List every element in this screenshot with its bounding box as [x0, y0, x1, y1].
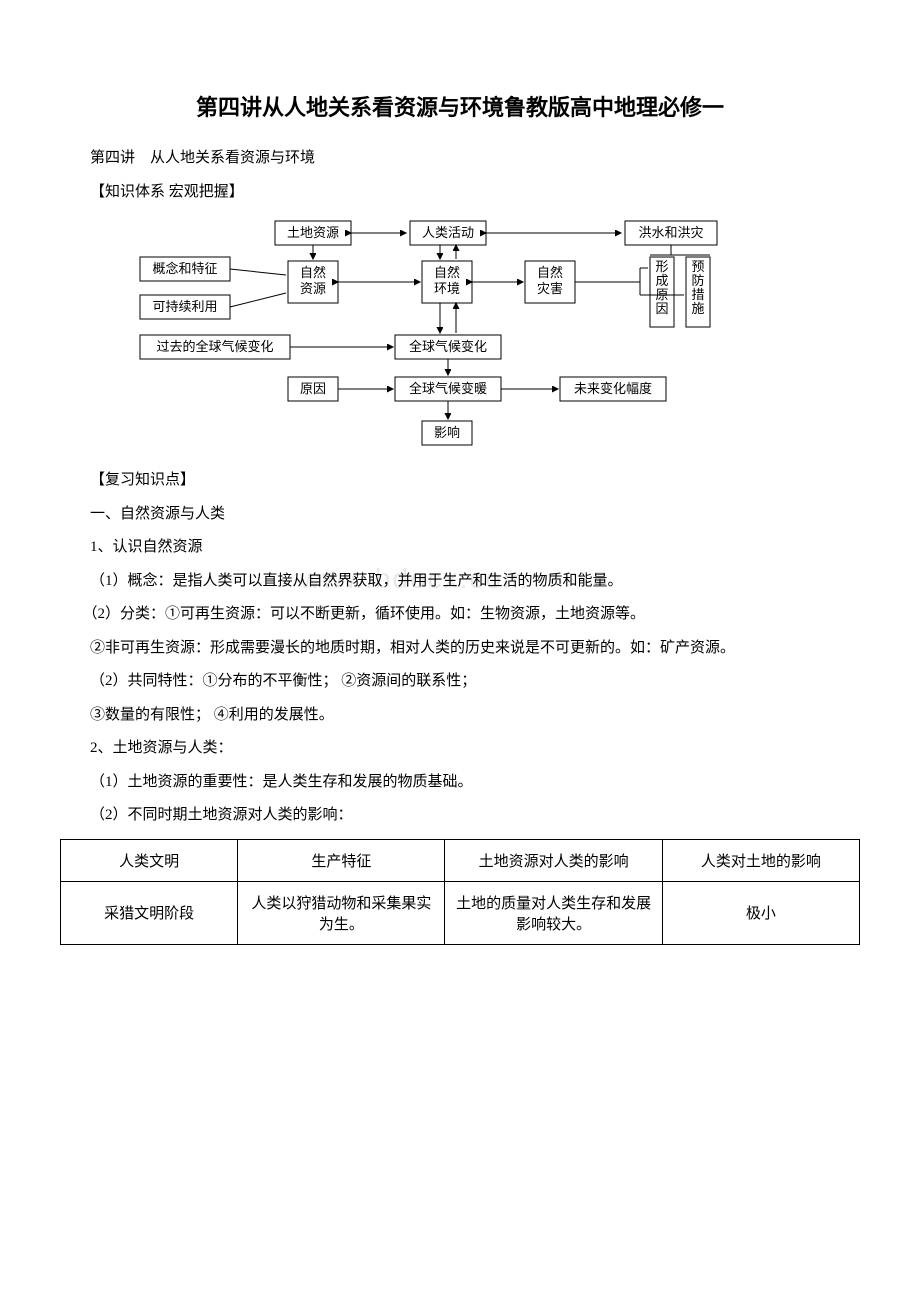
node-climate: 全球气候变化: [409, 339, 487, 354]
node-sustain: 可持续利用: [152, 299, 217, 314]
item-land-periods: （2）不同时期土地资源对人类的影响：: [60, 803, 860, 829]
node-land: 土地资源: [287, 225, 339, 240]
section-knowledge-system: 【知识体系 宏观把握】: [60, 180, 860, 206]
table-header-row: 人类文明 生产特征 土地资源对人类的影响 人类对土地的影响: [61, 839, 860, 881]
item-concept: （1）概念：是指人类可以直接从自然界获取，并用于生产和生活的物质和能量。: [60, 569, 860, 595]
table-header-4: 人类对土地的影响: [662, 839, 859, 881]
node-hazard-2: 灾害: [537, 281, 563, 296]
item-nonrenewable: ②非可再生资源：形成需要漫长的地质时期，相对人类的历史来说是不可更新的。如：矿产…: [60, 636, 860, 662]
table-header-3: 土地资源对人类的影响: [445, 839, 662, 881]
node-warm: 全球气候变暖: [409, 381, 487, 396]
item-classify-renewable: （2）分类：①可再生资源：可以不断更新，循环使用。如：生物资源，土地资源等。: [60, 602, 860, 628]
subtitle: 第四讲 从人地关系看资源与环境: [60, 146, 860, 172]
table-cell-human-effect: 极小: [662, 881, 859, 944]
node-future: 未来变化幅度: [574, 381, 652, 396]
node-hazard-1: 自然: [537, 265, 563, 280]
node-cause-1: 形: [655, 259, 668, 274]
section-review: 【复习知识点】: [60, 468, 860, 494]
node-resource-2: 资源: [300, 281, 326, 296]
node-prevent-2: 防: [691, 273, 704, 288]
node-env-2: 环境: [434, 281, 460, 296]
node-impact: 影响: [434, 425, 460, 440]
item-land: 2、土地资源与人类：: [60, 736, 860, 762]
node-activity: 人类活动: [422, 225, 474, 240]
node-reason: 原因: [300, 381, 326, 396]
item-common-2: ③数量的有限性； ④利用的发展性。: [60, 703, 860, 729]
node-prevent-4: 施: [691, 301, 704, 316]
node-env-1: 自然: [434, 265, 460, 280]
table-cell-production: 人类以狩猎动物和采集果实为生。: [238, 881, 445, 944]
item-land-importance: （1）土地资源的重要性：是人类生存和发展的物质基础。: [60, 770, 860, 796]
node-past: 过去的全球气候变化: [156, 339, 273, 354]
land-impact-table: 人类文明 生产特征 土地资源对人类的影响 人类对土地的影响 采猎文明阶段 人类以…: [60, 839, 860, 945]
table-cell-civilization: 采猎文明阶段: [61, 881, 238, 944]
node-resource-1: 自然: [300, 265, 326, 280]
concept-diagram: 土地资源 人类活动 洪水和洪灾 概念和特征 可持续利用 自然 资源 自然 环境 …: [60, 213, 860, 458]
table-header-1: 人类文明: [61, 839, 238, 881]
node-cause-4: 因: [655, 301, 668, 316]
item-classify-text: （2）分类：①可再生资源：可以不断更新，循环使用。如：生物资源，土地资源等。: [90, 606, 645, 622]
item-recognize: 1、认识自然资源: [60, 535, 860, 561]
node-flood: 洪水和洪灾: [638, 225, 703, 240]
item-common-1: （2）共同特性：①分布的不平衡性； ②资源间的联系性；: [60, 669, 860, 695]
node-cause-2: 成: [655, 273, 668, 288]
node-prevent-3: 措: [691, 287, 704, 302]
table-header-2: 生产特征: [238, 839, 445, 881]
node-concept: 概念和特征: [152, 261, 217, 276]
node-prevent-1: 预: [691, 259, 704, 274]
table-cell-land-effect: 土地的质量对人类生存和发展影响较大。: [445, 881, 662, 944]
table-row: 采猎文明阶段 人类以狩猎动物和采集果实为生。 土地的质量对人类生存和发展影响较大…: [61, 881, 860, 944]
heading-resources: 一、自然资源与人类: [60, 502, 860, 528]
page-title: 第四讲从人地关系看资源与环境鲁教版高中地理必修一: [60, 90, 860, 122]
item-nonrenewable-text: ②非可再生资源：形成需要漫长的地质时期，相对人类的历史来说是不可更新的。如：矿产…: [90, 640, 735, 656]
